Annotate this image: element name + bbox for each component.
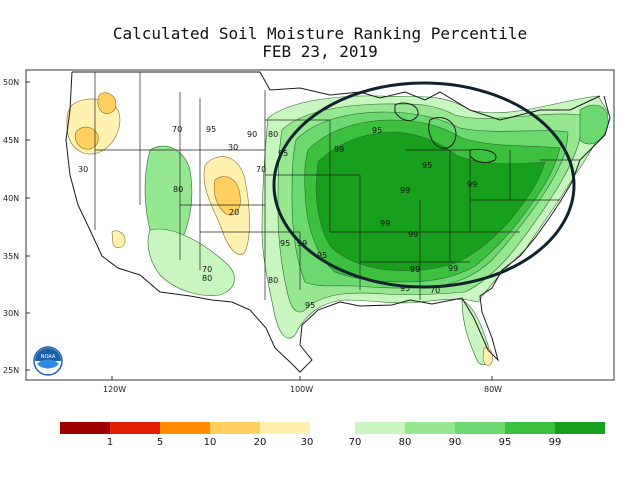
contour-label: 99	[408, 230, 418, 239]
lat-label-30n: 30N	[3, 309, 19, 318]
legend-label-95: 95	[498, 437, 512, 448]
contour-label: 99	[448, 264, 458, 273]
dry-california	[111, 230, 126, 248]
contour-label: 95	[278, 149, 288, 158]
contour-label: 95	[206, 125, 216, 134]
lat-label-45n: 45N	[3, 136, 19, 145]
contour-label: 95	[372, 126, 382, 135]
legend-label-5: 5	[156, 437, 164, 448]
contour-label: 99	[400, 186, 410, 195]
legend-label-10: 10	[203, 437, 217, 448]
lat-label-25n: 25N	[3, 366, 19, 375]
contour-label: 30	[228, 143, 238, 152]
contour-label: 80	[268, 130, 278, 139]
legend-label-1: 1	[106, 437, 114, 448]
coastline	[65, 71, 611, 373]
contour-label: 20	[229, 208, 239, 217]
contour-labels: 95 99 95 95 99 99 99 99 95 99 95 99 99 9…	[78, 125, 477, 310]
dry-shading	[66, 92, 493, 366]
lon-label-80w: 80W	[484, 385, 502, 394]
noaa-logo-icon: NOAA	[33, 346, 63, 376]
latitude-labels: 50N 45N 40N 35N 30N 25N	[3, 78, 19, 375]
legend-label-20: 20	[253, 437, 267, 448]
contour-label: 90	[247, 130, 257, 139]
contour-label: 70	[202, 265, 212, 274]
contour-label: 70	[430, 286, 440, 295]
dry-colorado-core	[213, 176, 241, 216]
contour-label: 70	[256, 165, 266, 174]
contour-label: 80	[268, 276, 278, 285]
legend-swatch-70	[355, 422, 405, 434]
contour-label: 99	[334, 145, 344, 154]
legend-label-70: 70	[348, 437, 362, 448]
lon-label-120w: 120W	[103, 385, 126, 394]
legend-label-30: 30	[300, 437, 314, 448]
contour-label: 95	[400, 284, 410, 293]
dry-northwest-core	[74, 126, 99, 150]
legend-label-99: 99	[548, 437, 562, 448]
highlight-ellipse	[272, 81, 576, 289]
axis-ticks	[26, 81, 493, 380]
dry-idaho	[97, 92, 117, 114]
northern-border	[72, 71, 601, 121]
contour-label: 95	[305, 301, 315, 310]
lat-label-35n: 35N	[3, 252, 19, 261]
contour-label: 30	[78, 165, 88, 174]
legend-swatch-1	[60, 422, 110, 434]
contour-label: 95	[422, 161, 432, 170]
legend-label-90: 90	[448, 437, 462, 448]
contour-label: 99	[467, 180, 477, 189]
wet-zone-99	[315, 131, 546, 272]
svg-text:NOAA: NOAA	[41, 354, 56, 360]
legend-swatch-90	[455, 422, 505, 434]
state-lines	[94, 72, 580, 300]
legend-swatch-10	[160, 422, 210, 434]
lat-label-40n: 40N	[3, 194, 19, 203]
legend-label-80: 80	[398, 437, 412, 448]
contour-label: 95	[280, 239, 290, 248]
legend-swatch-80	[405, 422, 455, 434]
legend-swatch-99	[555, 422, 605, 434]
legend-swatch-30	[260, 422, 310, 434]
contour-label: 80	[202, 274, 212, 283]
contour-label: 99	[410, 265, 420, 274]
wet-southwest	[147, 228, 235, 296]
legend-swatch-95	[505, 422, 555, 434]
map-title: Calculated Soil Moisture Ranking Percent…	[112, 24, 528, 43]
lat-label-50n: 50N	[3, 78, 19, 87]
map-date: FEB 23, 2019	[262, 42, 378, 61]
legend-swatch-20	[210, 422, 260, 434]
us-outline	[65, 71, 611, 373]
contour-label: 95	[317, 251, 327, 260]
lon-label-100w: 100W	[290, 385, 313, 394]
contour-label: 70	[172, 125, 182, 134]
contour-label: 80	[173, 185, 183, 194]
longitude-labels: 120W 100W 80W	[103, 385, 502, 394]
legend-swatch-5	[110, 422, 160, 434]
great-lakes	[394, 102, 497, 164]
contour-label: 99	[380, 219, 390, 228]
